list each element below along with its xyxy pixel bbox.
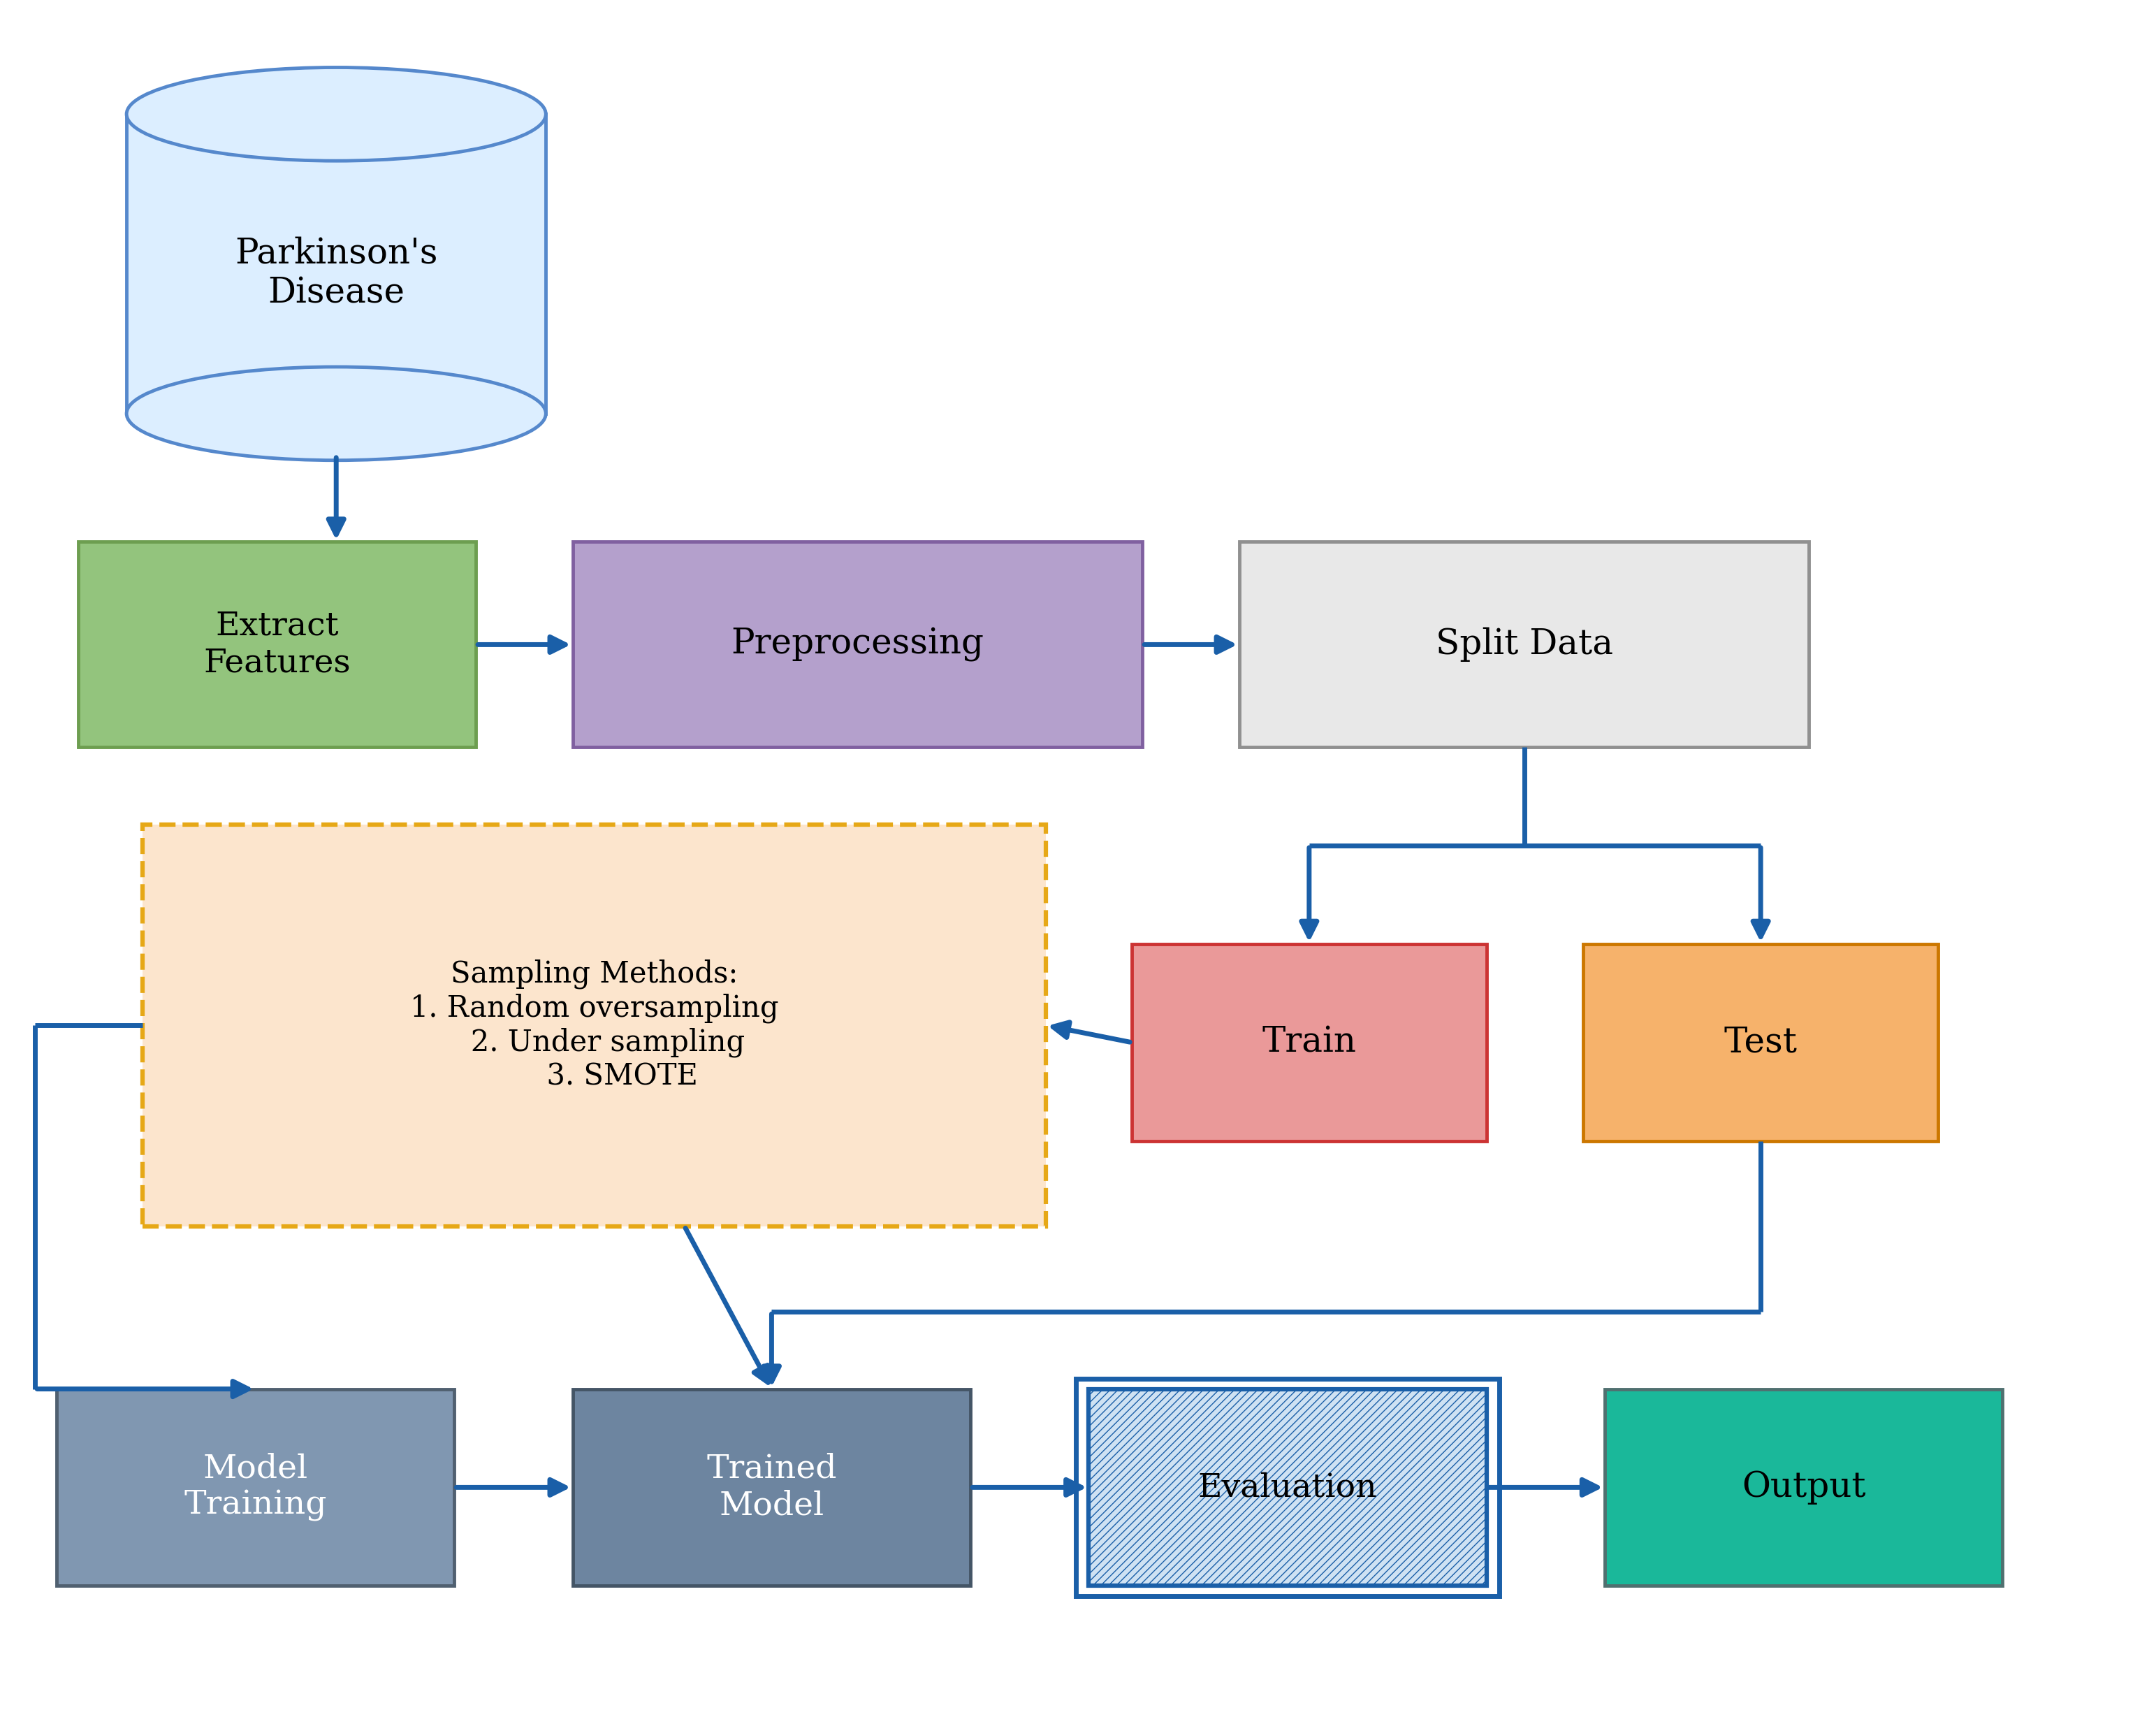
Ellipse shape [127,67,545,161]
Text: Test: Test [1725,1025,1798,1059]
Text: Sampling Methods:
1. Random oversampling
   2. Under sampling
      3. SMOTE: Sampling Methods: 1. Random oversampling… [410,960,778,1092]
Text: Parkinson's
Disease: Parkinson's Disease [235,235,438,311]
FancyBboxPatch shape [56,1389,455,1587]
Ellipse shape [127,367,545,460]
FancyBboxPatch shape [1089,1389,1485,1587]
Text: Preprocessing: Preprocessing [731,627,983,661]
Text: Evaluation: Evaluation [1199,1471,1378,1502]
Text: Split Data: Split Data [1436,627,1613,661]
FancyBboxPatch shape [1132,944,1485,1140]
FancyBboxPatch shape [127,113,545,414]
FancyBboxPatch shape [142,824,1046,1226]
Text: Output: Output [1742,1470,1865,1504]
FancyBboxPatch shape [1240,543,1809,747]
FancyBboxPatch shape [78,543,476,747]
FancyBboxPatch shape [573,1389,970,1587]
FancyBboxPatch shape [1583,944,1938,1140]
FancyBboxPatch shape [573,543,1143,747]
FancyBboxPatch shape [1604,1389,2003,1587]
Text: Trained
Model: Trained Model [707,1453,837,1521]
Text: Extract
Features: Extract Features [203,611,351,678]
Text: Train: Train [1261,1025,1356,1059]
Text: Model
Training: Model Training [183,1453,328,1521]
